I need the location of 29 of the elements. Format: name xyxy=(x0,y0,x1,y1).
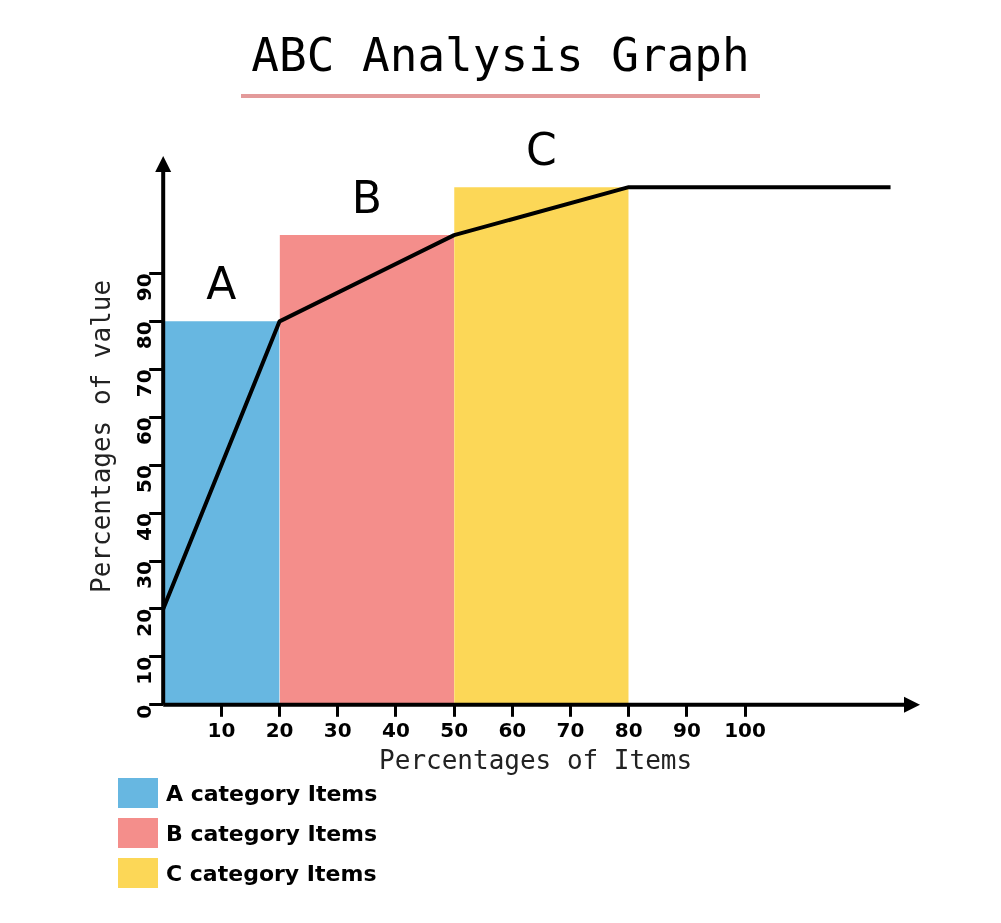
y-tick-label: 70 xyxy=(132,369,157,398)
x-tick-label: 20 xyxy=(265,718,294,742)
y-tick-label: 40 xyxy=(132,513,157,541)
y-axis-title: Percentages of value xyxy=(86,279,117,593)
x-tick-label: 50 xyxy=(440,718,469,742)
x-tick-label: 40 xyxy=(382,718,410,742)
y-tick-label: 30 xyxy=(132,561,157,589)
x-tick-label: 80 xyxy=(614,718,643,742)
legend-label: C category Items xyxy=(166,860,377,886)
y-tick-label: 90 xyxy=(132,273,157,302)
annotation: C xyxy=(526,123,557,175)
x-tick-label: 30 xyxy=(323,718,352,742)
x-tick-label: 100 xyxy=(724,718,766,742)
x-axis-title: Percentages of Items xyxy=(379,745,693,776)
y-tick-label: 20 xyxy=(132,608,157,637)
y-tick-label: 10 xyxy=(132,656,157,685)
annotation: A xyxy=(206,257,237,309)
x-tick-label: 90 xyxy=(672,718,701,742)
y-tick-label: 80 xyxy=(132,321,157,350)
legend-label: B category Items xyxy=(166,820,378,846)
y-tick-label: 0 xyxy=(132,704,157,719)
x-tick-label: 10 xyxy=(207,718,236,742)
chart-title: ABC Analysis Graph xyxy=(241,28,760,98)
y-tick-label: 60 xyxy=(132,417,157,446)
y-tick-label: 50 xyxy=(132,465,157,493)
x-tick-label: 60 xyxy=(498,718,527,742)
legend-label: A category Items xyxy=(166,780,378,806)
x-tick-label: 70 xyxy=(556,718,585,742)
annotation: B xyxy=(351,171,382,223)
